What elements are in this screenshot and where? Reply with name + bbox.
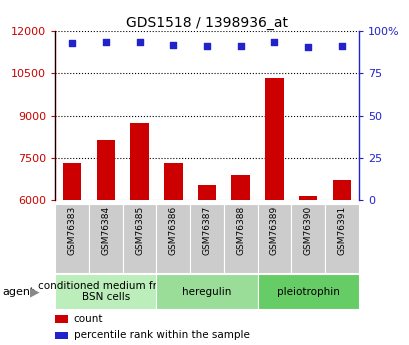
Text: agent: agent <box>2 287 34 296</box>
Text: GSM76388: GSM76388 <box>236 206 245 255</box>
Bar <box>164 164 182 200</box>
Text: GSM76389: GSM76389 <box>269 206 278 255</box>
Bar <box>332 180 350 200</box>
Bar <box>231 175 249 200</box>
Point <box>304 45 311 50</box>
Point <box>69 40 75 46</box>
Point <box>170 43 176 48</box>
Point <box>338 43 344 49</box>
Text: GSM76387: GSM76387 <box>202 206 211 255</box>
Text: GSM76390: GSM76390 <box>303 206 312 255</box>
Text: ▶: ▶ <box>29 285 39 298</box>
Text: GSM76383: GSM76383 <box>67 206 76 255</box>
Bar <box>130 122 148 200</box>
Point <box>203 43 210 49</box>
Text: GSM76384: GSM76384 <box>101 206 110 255</box>
Bar <box>265 78 283 200</box>
Point <box>136 39 143 44</box>
Point <box>237 43 243 49</box>
Text: conditioned medium from
BSN cells: conditioned medium from BSN cells <box>38 281 173 302</box>
Title: GDS1518 / 1398936_at: GDS1518 / 1398936_at <box>126 16 288 30</box>
Text: heregulin: heregulin <box>182 287 231 296</box>
Text: count: count <box>74 314 103 324</box>
Text: GSM76385: GSM76385 <box>135 206 144 255</box>
Bar <box>97 139 115 200</box>
Text: percentile rank within the sample: percentile rank within the sample <box>74 331 249 340</box>
Bar <box>298 196 317 200</box>
Point <box>102 39 109 45</box>
Point <box>270 39 277 44</box>
Text: GSM76386: GSM76386 <box>169 206 178 255</box>
Bar <box>197 185 216 200</box>
Bar <box>63 164 81 200</box>
Text: pleiotrophin: pleiotrophin <box>276 287 339 296</box>
Text: GSM76391: GSM76391 <box>337 206 346 255</box>
